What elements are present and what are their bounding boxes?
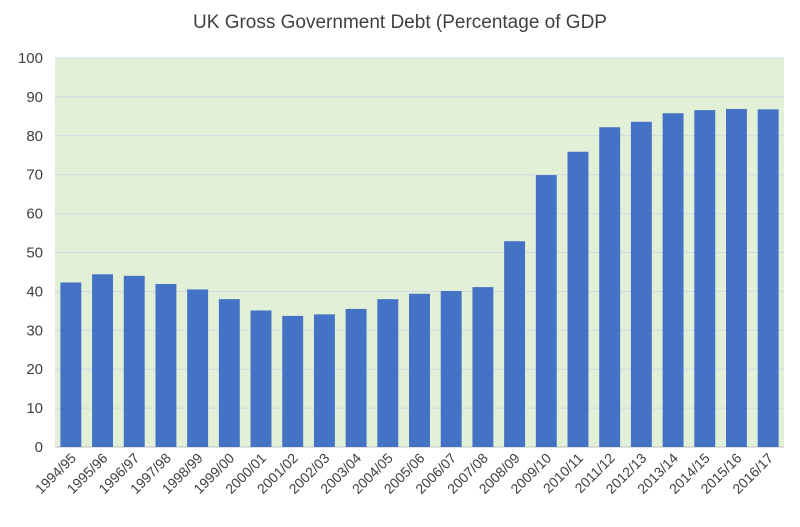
bar xyxy=(218,299,240,447)
y-tick-label: 20 xyxy=(26,361,43,378)
bar xyxy=(630,121,652,448)
bar xyxy=(60,282,82,447)
bar xyxy=(377,299,399,447)
bar xyxy=(250,310,272,447)
y-tick-label: 50 xyxy=(26,245,43,262)
bar xyxy=(662,113,684,447)
chart-title: UK Gross Government Debt (Percentage of … xyxy=(193,12,607,33)
bar xyxy=(345,308,367,447)
y-tick-label: 10 xyxy=(26,400,43,417)
bar xyxy=(757,109,779,448)
y-tick-label: 80 xyxy=(26,128,43,145)
bar xyxy=(725,108,747,448)
y-tick-label: 90 xyxy=(26,89,43,106)
bar xyxy=(535,175,557,448)
bar xyxy=(123,275,145,447)
bar xyxy=(155,284,177,447)
bar xyxy=(313,314,335,447)
bar xyxy=(282,315,304,447)
bar xyxy=(92,274,114,447)
y-tick-label: 0 xyxy=(35,439,43,456)
bar xyxy=(409,293,430,447)
y-tick-label: 100 xyxy=(18,50,43,67)
y-tick-label: 30 xyxy=(26,322,43,339)
y-tick-label: 70 xyxy=(26,167,43,184)
bar xyxy=(694,110,716,447)
y-tick-label: 60 xyxy=(26,206,43,223)
bar xyxy=(599,127,621,447)
bar xyxy=(472,287,494,447)
bar xyxy=(187,289,209,447)
y-tick-label: 40 xyxy=(26,283,43,300)
bar xyxy=(440,291,462,447)
bar xyxy=(504,241,526,447)
bar xyxy=(567,151,589,447)
